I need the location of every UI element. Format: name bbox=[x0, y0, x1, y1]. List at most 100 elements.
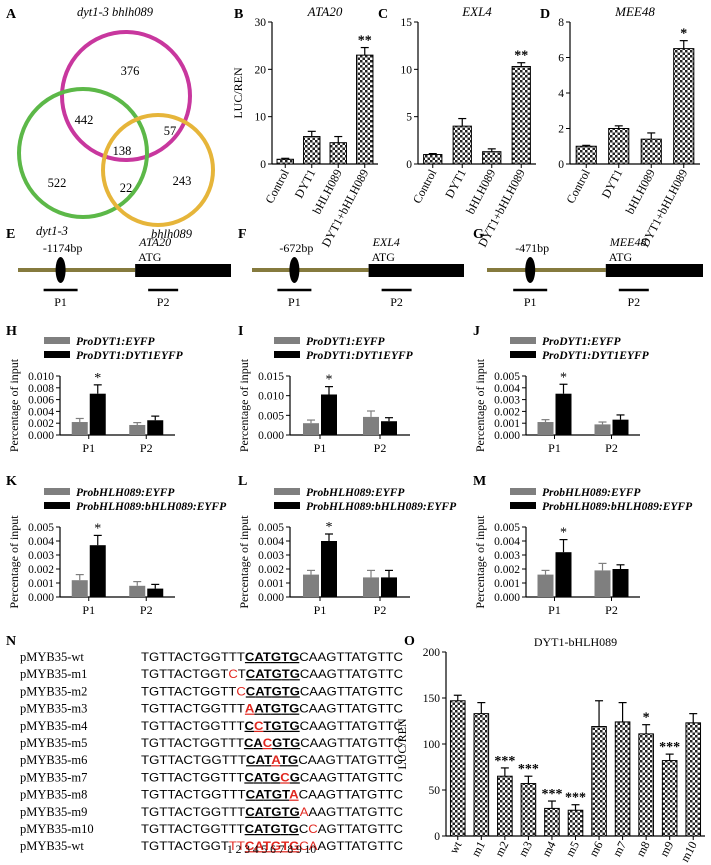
chart-i-y-axis-label: Percentage of input bbox=[237, 358, 251, 452]
chart-j-x-tick-label: P1 bbox=[548, 441, 561, 455]
chart-k-y-tick-label: 0.005 bbox=[28, 522, 54, 534]
panel-letter-d: D bbox=[540, 7, 550, 22]
sequence-text: TGTTACTGGTTTCATGTGCAAGTTATGTTC bbox=[141, 650, 403, 664]
chart-d-y-tick-label: 2 bbox=[558, 124, 564, 136]
sequence-text: TGTTACTGGTTTCCTGTGCAAGTTATGTTC bbox=[141, 719, 403, 733]
chart-d-y-tick-label: 6 bbox=[558, 53, 564, 65]
chart-o-y-tick-label: 200 bbox=[423, 647, 441, 659]
venn-count-green-only: 522 bbox=[48, 176, 67, 190]
chart-o-y-tick-label: 150 bbox=[423, 693, 441, 705]
gene-f-gene-body bbox=[368, 264, 464, 277]
chart-j-y-axis-label: Percentage of input bbox=[473, 358, 487, 452]
chart-l-significance: * bbox=[326, 520, 333, 535]
venn-set-label-yellow: bhlh089 bbox=[151, 227, 193, 241]
gene-g-gene-body bbox=[605, 264, 703, 277]
chart-i-y-tick-label: 0.000 bbox=[258, 430, 284, 442]
chart-h-y-tick-label: 0.000 bbox=[28, 430, 54, 442]
chart-o-bar bbox=[591, 726, 607, 837]
chart-o: 0 50 100 150 200 LUC/REN DYT1-bHLH089 wt m1 *** m2… bbox=[395, 635, 705, 864]
chart-h-x-tick-label: P2 bbox=[140, 441, 153, 455]
chart-h-y-tick-label: 0.002 bbox=[28, 418, 54, 430]
chart-o-x-tick-label: m5 bbox=[563, 839, 583, 859]
panel-letter-g: G bbox=[473, 227, 484, 242]
chart-c-bar bbox=[423, 154, 443, 165]
sequence-row-label: pMYB35-m10 bbox=[20, 822, 94, 836]
chart-c-bar bbox=[482, 151, 502, 165]
chart-i-bar bbox=[363, 416, 379, 435]
chart-h-legend-swatch bbox=[44, 351, 70, 358]
chart-o-bar bbox=[473, 713, 490, 837]
chart-h-y-tick-label: 0.004 bbox=[28, 406, 54, 418]
sequence-row-label: pMYB35-m6 bbox=[20, 753, 87, 767]
chart-b-bar bbox=[276, 158, 294, 165]
chart-c-significance: ** bbox=[514, 49, 528, 64]
panel-letter-n: N bbox=[6, 634, 16, 649]
chart-l-x-tick-label: P2 bbox=[374, 603, 387, 617]
gene-f-p2-label: P2 bbox=[390, 295, 403, 309]
chart-o-x-tick-label: wt bbox=[446, 838, 464, 856]
chart-i-bar bbox=[381, 421, 397, 435]
gene-g-gene-name: MEE48 bbox=[609, 235, 647, 249]
chart-j-y-tick-label: 0.002 bbox=[494, 406, 520, 418]
chart-j-legend-label: ProDYT1:DYT1EYFP bbox=[542, 350, 650, 362]
chart-m-legend-label: ProbHLH089:EYFP bbox=[542, 487, 641, 499]
chart-o-bar bbox=[520, 783, 537, 837]
chart-h-x-tick-label: P1 bbox=[82, 441, 95, 455]
chart-d-y-tick-label: 4 bbox=[558, 88, 564, 100]
chart-j-y-tick-label: 0.003 bbox=[494, 395, 520, 407]
chart-c-bar bbox=[511, 65, 531, 165]
chart-h-bar bbox=[129, 424, 146, 435]
venn-count-magenta-yellow: 57 bbox=[164, 124, 177, 138]
chart-j-significance: * bbox=[560, 370, 567, 385]
chart-o-significance: *** bbox=[541, 787, 562, 802]
sequence-row-label: pMYB35-m5 bbox=[20, 736, 87, 750]
venn-diagram: dyt1-3 bhlh089 dyt1-3 bhlh089 376 442 57… bbox=[17, 5, 215, 241]
chart-m-significance: * bbox=[560, 526, 567, 541]
chart-j-bar bbox=[555, 393, 572, 435]
gene-e-atg-label: ATG bbox=[138, 250, 162, 264]
chart-m: 0.000 0.001 0.002 0.003 0.004 0.005 Percentage… bbox=[473, 487, 693, 617]
position-numbers: 1 2 3 4 5 6 7 8 9 10 bbox=[227, 844, 316, 856]
chart-i-y-tick-label: 0.015 bbox=[258, 371, 284, 383]
chart-k-legend-swatch bbox=[44, 488, 70, 495]
gene-e-gene-name: ATA20 bbox=[138, 235, 171, 249]
sequence-text: TGTTACTGGTTTCATGTGAAAGTTATGTTC bbox=[141, 805, 403, 819]
chart-h-y-tick-label: 0.006 bbox=[28, 395, 54, 407]
panel-letter-l: L bbox=[238, 474, 247, 489]
chart-b-y-axis-label: LUC/REN bbox=[231, 67, 245, 119]
gene-g-p2-label: P2 bbox=[627, 295, 640, 309]
chart-m-bar bbox=[555, 552, 572, 597]
gene-f-gene-name: EXL4 bbox=[372, 235, 400, 249]
chart-j-bar bbox=[594, 424, 611, 435]
chart-b-y-tick-label: 10 bbox=[255, 112, 267, 124]
chart-l-y-tick-label: 0.004 bbox=[258, 536, 284, 548]
chart-b-bar bbox=[329, 142, 347, 165]
chart-k-x-tick-label: P2 bbox=[140, 603, 153, 617]
sequence-row-label: pMYB35-m3 bbox=[20, 702, 87, 716]
chart-b-x-tick-label: Control bbox=[262, 166, 292, 206]
chart-o-bar bbox=[685, 722, 702, 837]
panel-letter-j: J bbox=[473, 324, 480, 339]
chart-i-significance: * bbox=[326, 373, 333, 388]
chart-k: 0.000 0.001 0.002 0.003 0.004 0.005 Percentage… bbox=[7, 487, 227, 617]
chart-i-y-tick-label: 0.010 bbox=[258, 391, 284, 403]
venn-set-label-magenta: dyt1-3 bhlh089 bbox=[77, 5, 154, 19]
chart-m-legend-swatch bbox=[510, 502, 536, 509]
chart-l-legend-swatch bbox=[274, 488, 300, 495]
sequence-text: TGTTACTGGTTTCACGTGCAAGTTATGTTC bbox=[141, 736, 403, 750]
sequence-text: TGTTACTGGTTTCATGTGCCAGTTATGTTC bbox=[141, 822, 403, 836]
chart-m-x-tick-label: P1 bbox=[548, 603, 561, 617]
panel-letter-i: I bbox=[238, 324, 243, 339]
chart-m-legend-label: ProbHLH089:bHLH089:EYFP bbox=[542, 501, 693, 513]
chart-o-bar bbox=[567, 809, 584, 837]
chart-o-x-tick-label: m4 bbox=[539, 839, 559, 859]
chart-k-y-axis-label: Percentage of input bbox=[7, 515, 21, 609]
chart-o-significance: * bbox=[643, 711, 650, 726]
chart-k-legend-label: ProbHLH089:bHLH089:EYFP bbox=[76, 501, 227, 513]
sequence-row-label: pMYB35-m8 bbox=[20, 788, 87, 802]
chart-d-y-tick-label: 0 bbox=[558, 159, 564, 171]
chart-l-y-tick-label: 0.002 bbox=[258, 564, 284, 576]
